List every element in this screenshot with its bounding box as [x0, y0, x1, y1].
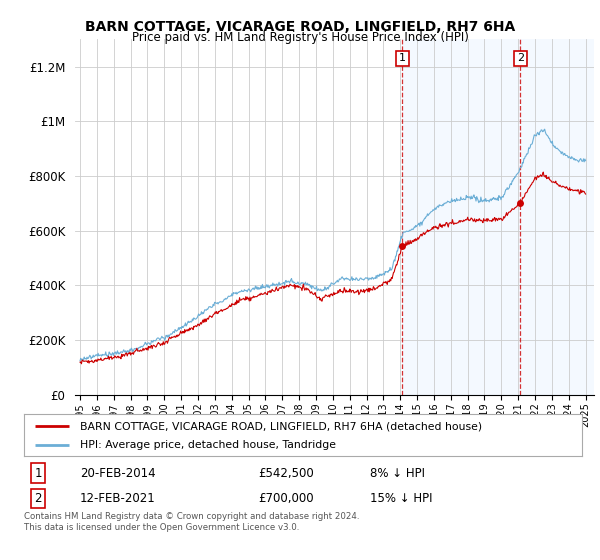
- Text: Price paid vs. HM Land Registry's House Price Index (HPI): Price paid vs. HM Land Registry's House …: [131, 31, 469, 44]
- Text: HPI: Average price, detached house, Tandridge: HPI: Average price, detached house, Tand…: [80, 440, 336, 450]
- Text: £542,500: £542,500: [259, 466, 314, 480]
- Text: 8% ↓ HPI: 8% ↓ HPI: [370, 466, 425, 480]
- Text: 2: 2: [34, 492, 42, 505]
- Text: 1: 1: [34, 466, 42, 480]
- Text: 1: 1: [399, 53, 406, 63]
- Text: £700,000: £700,000: [259, 492, 314, 505]
- Text: 2: 2: [517, 53, 524, 63]
- Text: 20-FEB-2014: 20-FEB-2014: [80, 466, 155, 480]
- Text: BARN COTTAGE, VICARAGE ROAD, LINGFIELD, RH7 6HA (detached house): BARN COTTAGE, VICARAGE ROAD, LINGFIELD, …: [80, 421, 482, 431]
- Text: 12-FEB-2021: 12-FEB-2021: [80, 492, 155, 505]
- Text: BARN COTTAGE, VICARAGE ROAD, LINGFIELD, RH7 6HA: BARN COTTAGE, VICARAGE ROAD, LINGFIELD, …: [85, 20, 515, 34]
- Text: 15% ↓ HPI: 15% ↓ HPI: [370, 492, 433, 505]
- Bar: [520, 39, 594, 395]
- Bar: [402, 39, 520, 395]
- Text: Contains HM Land Registry data © Crown copyright and database right 2024.
This d: Contains HM Land Registry data © Crown c…: [24, 512, 359, 532]
